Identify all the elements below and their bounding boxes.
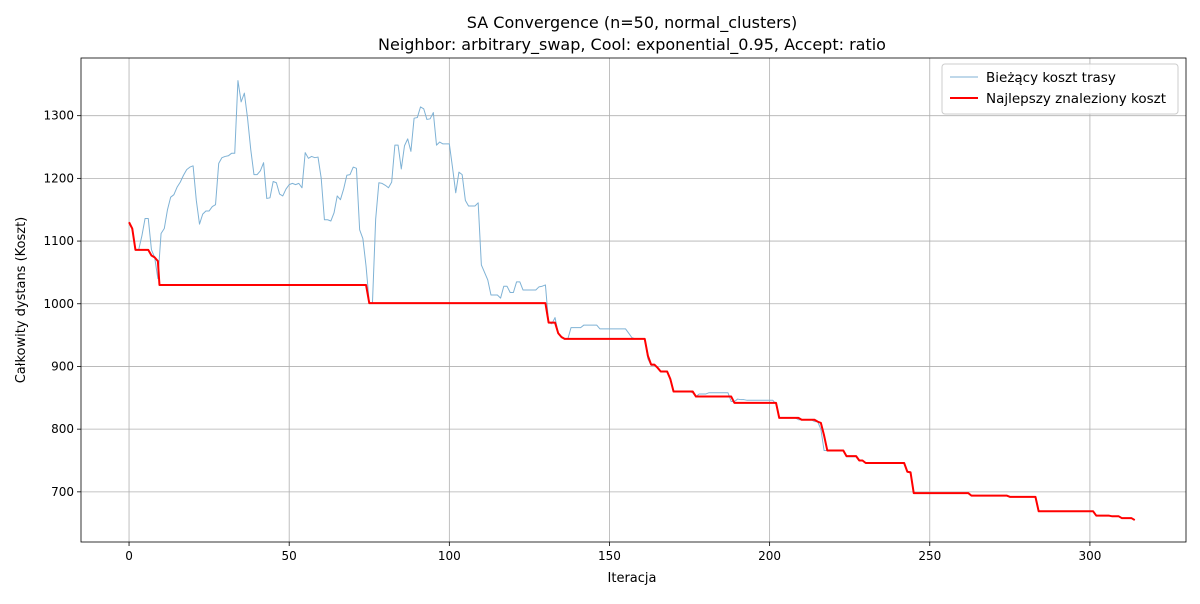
y-tick-label: 800 (51, 422, 74, 436)
y-tick-label: 700 (51, 485, 74, 499)
x-tick-label: 150 (598, 549, 621, 563)
y-tick-label: 900 (51, 359, 74, 373)
x-tick-label: 200 (758, 549, 781, 563)
y-tick-label: 1000 (43, 297, 74, 311)
x-axis-label: Iteracja (608, 571, 657, 586)
x-tick-label: 0 (125, 549, 133, 563)
legend-box (941, 63, 1179, 115)
x-tick-label: 100 (438, 549, 461, 563)
x-tick-label: 250 (918, 549, 941, 563)
plot-frame (80, 57, 1187, 543)
y-tick-label: 1100 (43, 234, 74, 248)
x-tick-label: 50 (282, 549, 297, 563)
series-line-best-cost (128, 221, 1136, 521)
plot-area: 0 50 100 150 200 250 300 700 800 900 1000 1100 1200 1… (43, 57, 1187, 563)
y-tick-label: 1300 (43, 109, 74, 123)
chart-subtitle: Neighbor: arbitrary_swap, Cool: exponent… (378, 35, 886, 55)
y-tick-label: 1200 (43, 171, 74, 185)
x-tick-label: 300 (1078, 549, 1101, 563)
chart-title: SA Convergence (n=50, normal_clusters) (467, 13, 797, 33)
legend: Bieżący koszt trasy Najlepszy znaleziony… (941, 63, 1179, 115)
y-axis-label: Całkowity dystans (Koszt) (14, 217, 29, 384)
legend-label-best-cost: Najlepszy znaleziony koszt (986, 91, 1166, 107)
legend-label-current-cost: Bieżący koszt trasy (986, 70, 1116, 86)
